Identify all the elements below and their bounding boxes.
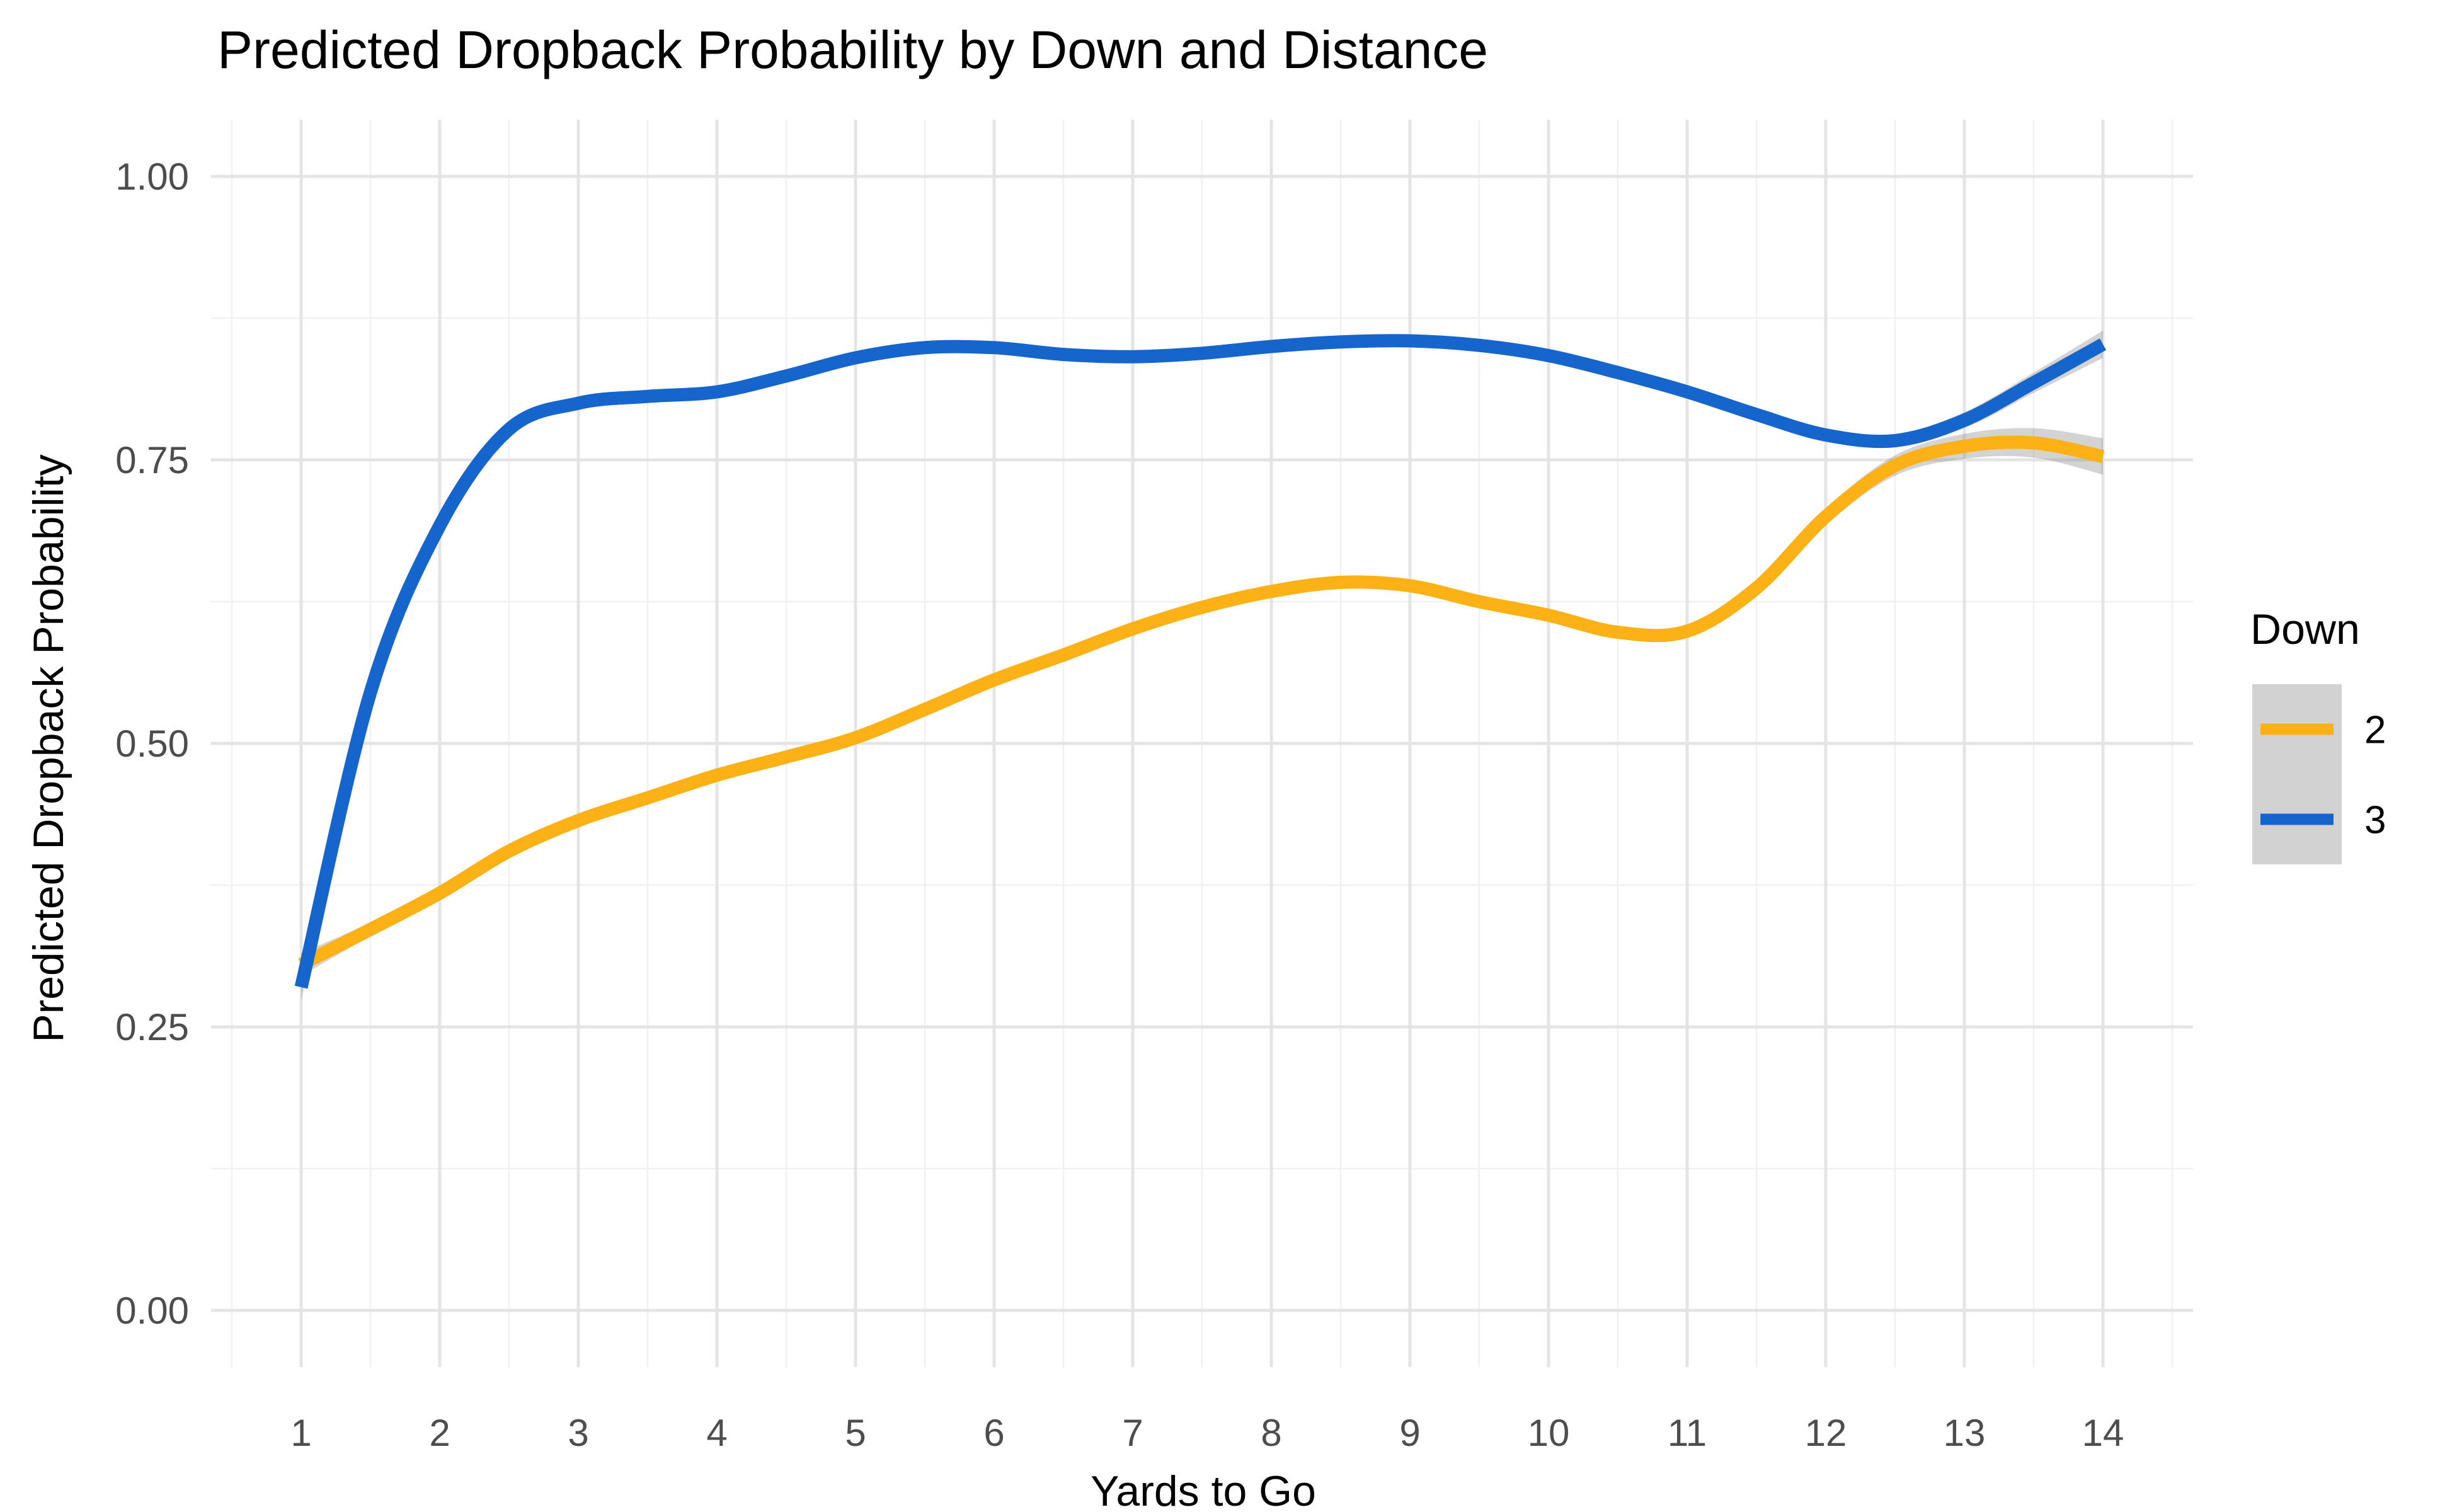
y-tick-label-0.50: 0.50 <box>115 723 189 765</box>
chart-title: Predicted Dropback Probability by Down a… <box>217 20 1488 79</box>
y-tick-label-1.00: 1.00 <box>115 156 189 198</box>
legend: Down 23 <box>2250 605 2386 864</box>
x-axis-tick-labels: 1 2 3 4 5 6 7 8 9 10 11 12 13 14 <box>290 1412 2124 1454</box>
legend-title: Down <box>2250 605 2360 653</box>
series-lines <box>294 334 2107 989</box>
major-gridlines <box>211 120 2193 1367</box>
y-tick-label-0.00: 0.00 <box>115 1290 189 1332</box>
x-tick-label-8: 8 <box>1261 1412 1281 1454</box>
x-tick-label-4: 4 <box>706 1412 727 1454</box>
series-line-down-2 <box>298 435 2105 971</box>
y-tick-label-0.25: 0.25 <box>115 1006 189 1048</box>
legend-keys: 23 <box>2252 684 2386 864</box>
legend-label-3: 3 <box>2364 799 2386 842</box>
y-axis-title: Predicted Dropback Probability <box>25 454 72 1043</box>
x-tick-label-12: 12 <box>1805 1412 1847 1454</box>
y-tick-label-0.75: 0.75 <box>115 439 189 481</box>
series-line-down-3 <box>294 334 2107 989</box>
x-axis-title: Yards to Go <box>1091 1467 1316 1512</box>
x-tick-label-7: 7 <box>1122 1412 1143 1454</box>
x-tick-label-1: 1 <box>290 1412 311 1454</box>
x-tick-label-2: 2 <box>429 1412 450 1454</box>
x-tick-label-11: 11 <box>1668 1412 1707 1454</box>
x-tick-label-13: 13 <box>1944 1412 1986 1454</box>
legend-label-2: 2 <box>2364 709 2386 752</box>
x-tick-label-9: 9 <box>1399 1412 1420 1454</box>
x-tick-label-14: 14 <box>2082 1412 2124 1454</box>
x-tick-label-6: 6 <box>983 1412 1004 1454</box>
x-tick-label-3: 3 <box>568 1412 588 1454</box>
y-axis-tick-labels: 0.00 0.25 0.50 0.75 1.00 <box>115 156 189 1332</box>
x-tick-label-10: 10 <box>1528 1412 1570 1454</box>
x-tick-label-5: 5 <box>845 1412 866 1454</box>
